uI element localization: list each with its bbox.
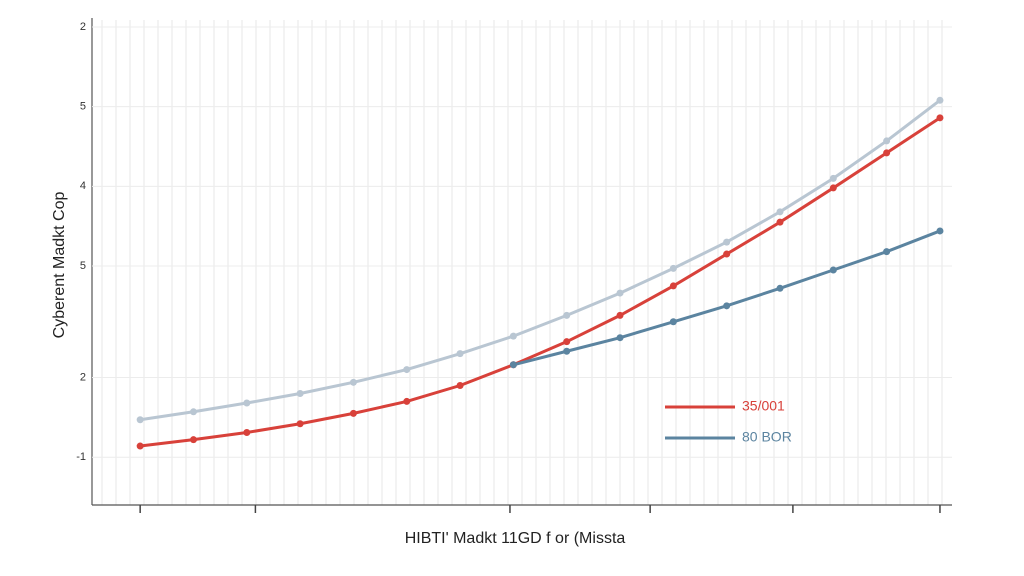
data-point — [243, 429, 251, 437]
data-point — [723, 302, 731, 310]
data-point — [136, 416, 144, 424]
data-point — [883, 248, 891, 256]
data-point — [563, 311, 571, 319]
y-tick-label: -1 — [76, 451, 86, 463]
data-point — [776, 284, 784, 292]
data-point — [669, 318, 677, 326]
data-point — [349, 409, 357, 417]
data-point — [296, 389, 304, 397]
data-point — [723, 250, 731, 258]
y-axis-label: Cyberent Madkt Cop — [51, 192, 68, 339]
series-line — [139, 116, 941, 448]
data-point — [563, 338, 571, 346]
data-point — [616, 311, 624, 319]
data-point — [829, 184, 837, 192]
x-axis-label: HIBTI' Madkt 11GD f or (Missta — [405, 530, 626, 547]
data-point — [403, 366, 411, 374]
data-point — [509, 361, 517, 369]
data-point — [296, 420, 304, 428]
data-point — [189, 408, 197, 416]
y-tick-label: 5 — [80, 260, 86, 272]
data-point — [563, 347, 571, 355]
data-point — [936, 96, 944, 104]
data-point — [403, 397, 411, 405]
data-point — [776, 208, 784, 216]
series-line — [139, 99, 941, 422]
legend-label: 80 BOR — [742, 429, 792, 445]
data-point — [616, 334, 624, 342]
data-point — [669, 264, 677, 272]
data-point — [723, 238, 731, 246]
y-tick-label: 4 — [80, 180, 86, 192]
y-tick-label: 5 — [80, 101, 86, 113]
data-point — [829, 266, 837, 274]
data-point — [883, 137, 891, 145]
data-point — [776, 218, 784, 226]
data-point — [509, 332, 517, 340]
data-point — [456, 382, 464, 389]
data-point — [936, 114, 944, 122]
data-point — [936, 227, 944, 235]
data-point — [243, 399, 251, 407]
data-point — [456, 350, 464, 358]
data-point — [883, 149, 891, 157]
y-tick-label: 2 — [80, 21, 86, 33]
data-point — [349, 378, 357, 386]
data-point — [136, 442, 144, 450]
legend-label: 35/001 — [742, 398, 785, 414]
data-point — [829, 174, 837, 182]
data-point — [616, 289, 624, 297]
data-point — [189, 436, 197, 444]
y-tick-label: 2 — [80, 371, 86, 383]
data-point — [669, 282, 677, 290]
